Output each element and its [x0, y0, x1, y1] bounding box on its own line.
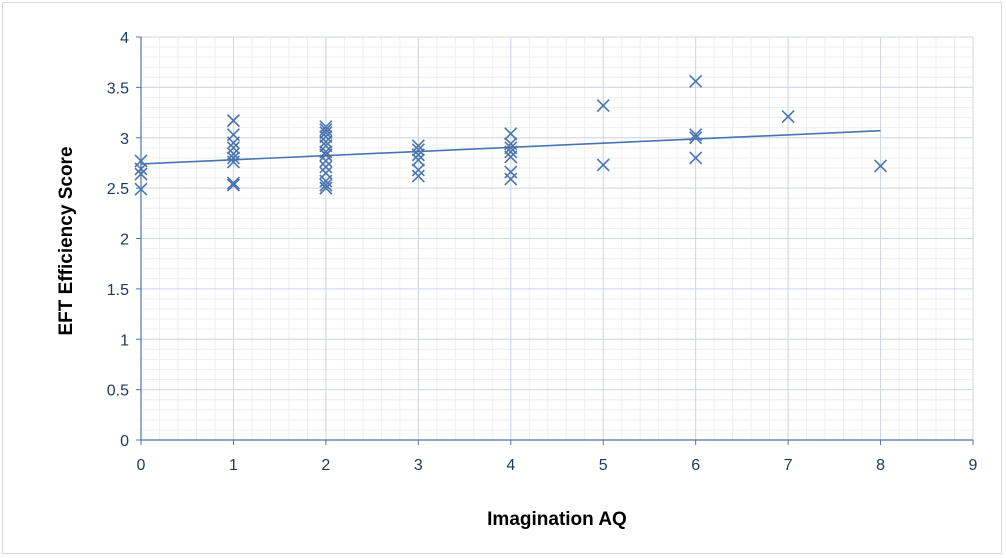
x-tick-label: 7 [784, 457, 793, 474]
data-point [226, 178, 241, 192]
data-point-stroke [689, 131, 703, 145]
data-point-stroke [411, 143, 425, 157]
data-point [596, 98, 610, 113]
data-point [319, 160, 333, 174]
x-tick-label: 4 [506, 457, 515, 474]
x-tick-label: 9 [969, 457, 978, 474]
data-point [319, 120, 333, 134]
y-tick-label: 4 [120, 30, 129, 47]
data-point-stroke [319, 135, 333, 149]
data-point [411, 153, 425, 167]
data-point [689, 74, 703, 88]
data-point [411, 143, 425, 157]
y-tick-labels: 0 0.5 1 1.5 2 2.5 3 3.5 4 [107, 30, 129, 450]
y-tick-label: 0.5 [107, 383, 129, 400]
axes [136, 36, 974, 445]
data-point-stroke [134, 162, 148, 176]
data-point [319, 181, 333, 195]
data-point-stroke [873, 159, 888, 173]
data-point-stroke [504, 127, 518, 141]
data-point [226, 141, 241, 155]
data-point [134, 182, 148, 196]
data-point-stroke [319, 160, 333, 174]
data-point-stroke [134, 182, 148, 196]
data-point-stroke [226, 178, 241, 192]
y-tick-label: 0 [120, 433, 129, 450]
data-point-stroke [319, 178, 333, 192]
data-point-stroke [411, 169, 425, 183]
data-point [319, 135, 333, 149]
data-points [134, 74, 888, 196]
data-point-stroke [689, 151, 703, 165]
data-point-stroke [504, 172, 518, 186]
data-point [226, 155, 241, 169]
y-tick-label: 2.5 [107, 181, 129, 198]
data-point [226, 176, 241, 190]
data-point [504, 127, 518, 141]
trendline-group [140, 129, 881, 165]
data-point-stroke [411, 163, 425, 177]
y-tick-label: 1 [120, 332, 129, 349]
x-tick-label: 8 [876, 457, 885, 474]
data-point [411, 169, 425, 183]
data-point-stroke [504, 150, 518, 164]
x-tick-label: 1 [229, 457, 238, 474]
data-point [504, 150, 518, 164]
data-point-stroke [319, 154, 333, 168]
data-point [134, 162, 148, 176]
trendline [140, 129, 881, 165]
data-point-stroke [226, 155, 241, 169]
data-point-stroke [596, 98, 610, 113]
y-tick-label: 2 [120, 232, 129, 249]
data-point [134, 167, 148, 181]
x-tick-label: 6 [691, 457, 700, 474]
x-tick-label: 3 [414, 457, 423, 474]
data-point [319, 154, 333, 168]
data-point-stroke [226, 136, 241, 150]
data-point [596, 158, 610, 172]
y-tick-label: 3.5 [107, 80, 129, 97]
x-axis-title: Imagination AQ [487, 509, 627, 530]
data-point [689, 131, 703, 145]
data-point [226, 136, 241, 150]
data-point [319, 178, 333, 192]
data-point-stroke [319, 181, 333, 195]
data-point [226, 114, 241, 128]
y-axis-title: EFT Efficiency Score [56, 146, 77, 335]
x-tick-labels: 0 1 2 3 4 5 6 7 8 9 [137, 457, 978, 474]
data-point-stroke [226, 114, 241, 128]
x-tick-label: 2 [321, 457, 330, 474]
data-point-stroke [411, 153, 425, 167]
data-point [689, 151, 703, 165]
data-point [226, 151, 241, 165]
data-point [781, 110, 795, 124]
x-tick-label: 5 [599, 457, 608, 474]
data-point-stroke [226, 141, 241, 155]
y-tick-label: 1.5 [107, 282, 129, 299]
data-point-stroke [319, 120, 333, 134]
x-tick-label: 0 [137, 457, 146, 474]
data-point-stroke [226, 151, 241, 165]
data-point [411, 163, 425, 177]
data-point-stroke [596, 158, 610, 172]
data-point-stroke [134, 167, 148, 181]
data-point [504, 172, 518, 186]
data-point [873, 159, 888, 173]
data-point-stroke [689, 74, 703, 88]
y-tick-label: 3 [120, 131, 129, 148]
data-point-stroke [226, 176, 241, 190]
data-point-stroke [781, 110, 795, 124]
